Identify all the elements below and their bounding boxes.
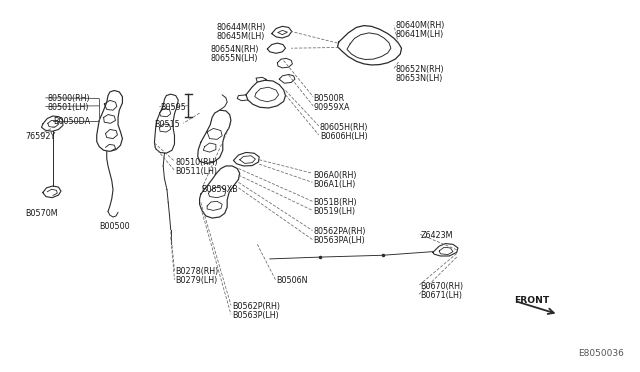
Text: 80652N(RH): 80652N(RH): [396, 65, 444, 74]
Text: 90959XA: 90959XA: [314, 103, 350, 112]
Text: B0515: B0515: [154, 120, 180, 129]
Text: 80655N(LH): 80655N(LH): [211, 54, 258, 63]
Text: 76592Y: 76592Y: [25, 132, 56, 141]
Text: B0570M: B0570M: [25, 209, 58, 218]
Text: B06A1(LH): B06A1(LH): [314, 180, 356, 189]
Text: B06A0(RH): B06A0(RH): [314, 171, 357, 180]
Text: B051B(RH): B051B(RH): [314, 198, 357, 207]
Text: B0519(LH): B0519(LH): [314, 207, 356, 216]
Text: B0511(LH): B0511(LH): [176, 167, 218, 176]
Text: B0606H(LH): B0606H(LH): [320, 132, 368, 141]
Text: Z6423M: Z6423M: [420, 231, 453, 240]
Text: B0563P(LH): B0563P(LH): [232, 311, 279, 320]
Text: 80641M(LH): 80641M(LH): [396, 30, 444, 39]
Text: B0278(RH): B0278(RH): [176, 267, 219, 276]
Text: B0859XB: B0859XB: [201, 185, 237, 194]
Text: B0671(LH): B0671(LH): [420, 291, 462, 300]
Text: FRONT: FRONT: [515, 296, 550, 305]
Text: 80562PA(RH): 80562PA(RH): [314, 227, 366, 236]
Text: B0500R: B0500R: [314, 94, 345, 103]
Text: B0595: B0595: [160, 103, 186, 112]
Text: B0563PA(LH): B0563PA(LH): [314, 236, 365, 245]
Text: E8050036: E8050036: [579, 349, 624, 358]
Text: 80510(RH): 80510(RH): [176, 158, 218, 167]
Text: B0050DA: B0050DA: [54, 116, 91, 126]
Text: B0562P(RH): B0562P(RH): [232, 302, 280, 311]
Text: 80644M(RH): 80644M(RH): [216, 23, 266, 32]
Text: 80640M(RH): 80640M(RH): [396, 21, 445, 30]
Text: 80645M(LH): 80645M(LH): [216, 32, 265, 41]
Text: 80653N(LH): 80653N(LH): [396, 74, 443, 83]
Text: B0670(RH): B0670(RH): [420, 282, 463, 291]
Text: B0506N: B0506N: [276, 276, 308, 285]
Text: B0279(LH): B0279(LH): [176, 276, 218, 285]
Text: B00500: B00500: [99, 222, 130, 231]
Text: 80501(LH): 80501(LH): [47, 103, 89, 112]
Text: 80500(RH): 80500(RH): [47, 94, 90, 103]
Text: 80605H(RH): 80605H(RH): [320, 123, 369, 132]
Text: 80654N(RH): 80654N(RH): [211, 45, 259, 54]
